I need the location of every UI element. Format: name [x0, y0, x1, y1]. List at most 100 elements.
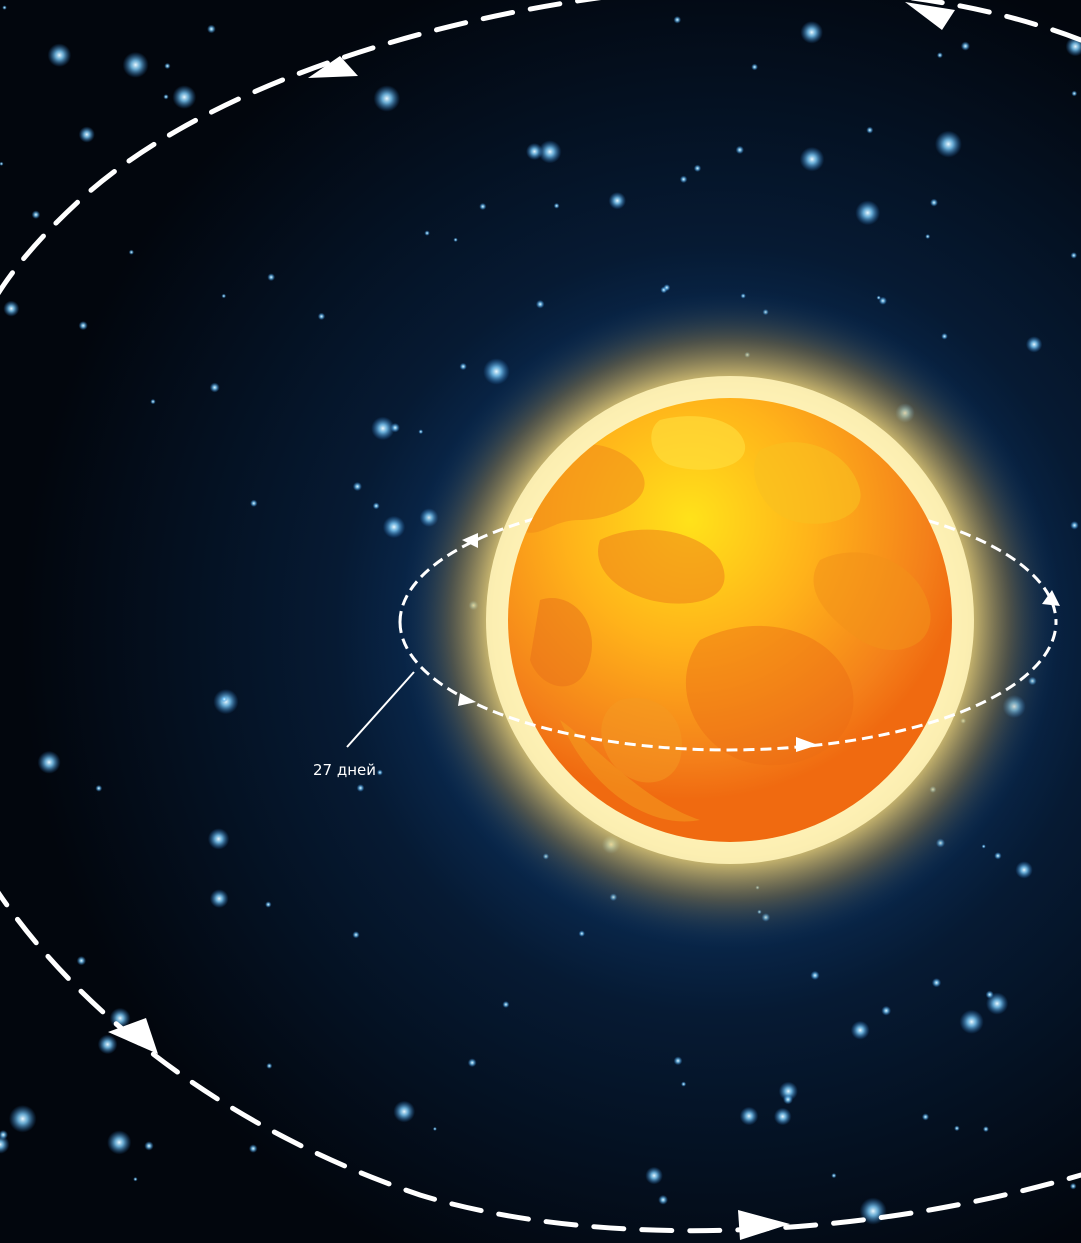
star: [207, 24, 216, 34]
star: [936, 52, 943, 59]
star: [930, 198, 938, 207]
star: [578, 930, 585, 937]
star: [1025, 336, 1043, 353]
star: [209, 382, 220, 393]
star: [376, 769, 383, 776]
star: [778, 1081, 798, 1101]
star: [1069, 1182, 1077, 1190]
star: [317, 312, 326, 321]
star: [250, 499, 258, 507]
star: [144, 1141, 154, 1151]
star-field: [0, 5, 1081, 1225]
star: [985, 990, 994, 999]
star: [418, 429, 424, 435]
star: [352, 931, 360, 939]
star: [878, 296, 888, 305]
star: [535, 299, 545, 309]
star: [526, 143, 543, 160]
star: [810, 970, 820, 981]
star: [37, 750, 61, 774]
star: [735, 145, 744, 155]
star: [372, 502, 380, 510]
star: [855, 200, 881, 226]
star: [78, 126, 95, 143]
star: [356, 784, 365, 792]
star: [150, 398, 156, 405]
star: [681, 1081, 687, 1087]
star: [502, 1001, 510, 1008]
outer-orbit-arrow-top-left: [308, 56, 358, 78]
star: [31, 210, 41, 219]
star: [424, 230, 430, 236]
star: [209, 889, 229, 908]
star: [645, 1166, 663, 1185]
star: [751, 63, 758, 71]
star: [981, 844, 986, 849]
star: [467, 1058, 477, 1068]
star: [3, 300, 20, 317]
star: [432, 1126, 437, 1131]
outer-orbit-bottom: [0, 890, 1081, 1234]
star: [172, 85, 197, 109]
star: [954, 1125, 960, 1132]
star: [483, 358, 510, 385]
star: [866, 126, 874, 134]
star: [994, 852, 1002, 860]
star: [107, 1130, 132, 1155]
star: [479, 202, 487, 211]
outer-orbit-arrow-top-right: [905, 2, 955, 30]
star: [982, 1126, 989, 1133]
star: [393, 1100, 416, 1123]
star: [941, 333, 948, 340]
star: [352, 481, 362, 492]
star: [959, 1009, 984, 1034]
star: [265, 901, 272, 908]
star: [925, 234, 931, 239]
star: [0, 1135, 10, 1154]
star: [1071, 90, 1078, 97]
star: [133, 1177, 138, 1182]
rotation-arrow-front: [796, 737, 818, 752]
star: [773, 1107, 792, 1126]
star: [831, 1173, 837, 1179]
label-leader-line: [346, 671, 415, 748]
star: [663, 284, 671, 292]
star: [881, 1005, 892, 1016]
star: [0, 161, 4, 166]
rotation-arrow-front-left: [458, 693, 476, 706]
star: [128, 249, 134, 255]
star: [658, 1194, 668, 1205]
star: [459, 362, 467, 371]
star: [78, 321, 88, 331]
star: [163, 94, 169, 100]
rotation-arrow-right: [1042, 590, 1060, 606]
star: [97, 1034, 118, 1055]
star: [850, 1020, 870, 1040]
star: [164, 62, 171, 70]
star: [673, 1056, 683, 1066]
star: [876, 295, 881, 300]
outer-orbit-arrow-bottom-left: [108, 1018, 158, 1054]
star: [371, 416, 395, 441]
sun-surface-texture: [520, 416, 931, 822]
star: [553, 202, 560, 209]
star: [1070, 521, 1079, 530]
star: [95, 784, 103, 792]
star: [799, 146, 825, 172]
star: [673, 15, 682, 24]
rotation-orbit-front: [398, 621, 1058, 752]
star: [1015, 861, 1033, 879]
star: [679, 175, 688, 184]
star: [1070, 252, 1078, 259]
star: [221, 696, 228, 703]
star: [207, 828, 230, 850]
star: [221, 293, 227, 299]
star: [373, 85, 401, 112]
star: [248, 1144, 258, 1153]
outer-orbit-top: [0, 0, 1081, 296]
rotation-period-label: 27 дней: [313, 761, 377, 779]
star: [934, 130, 962, 158]
star: [382, 515, 406, 539]
